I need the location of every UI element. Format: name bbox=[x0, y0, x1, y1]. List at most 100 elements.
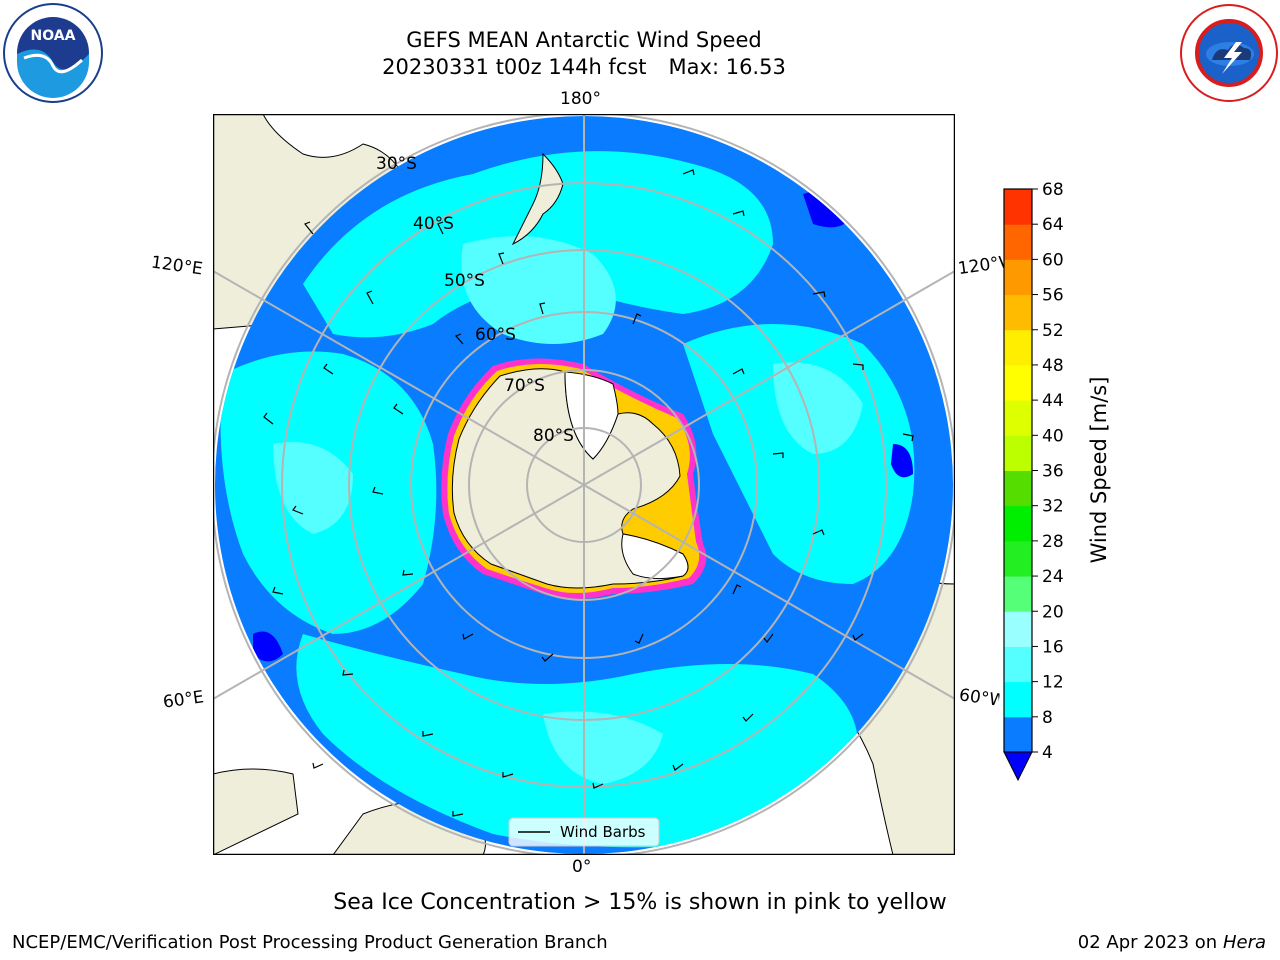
colorbar-tick-label: 64 bbox=[1042, 215, 1064, 235]
wind-barbs bbox=[263, 169, 914, 817]
footer-date-text: 02 Apr 2023 on bbox=[1077, 932, 1223, 953]
wind-barb bbox=[366, 290, 374, 305]
wind-barb bbox=[592, 782, 604, 789]
colorbar-segment bbox=[1004, 681, 1032, 718]
wind-barb bbox=[852, 633, 864, 641]
colorbar-tick-label: 8 bbox=[1042, 708, 1053, 728]
lat-label-40s: 40°S bbox=[413, 214, 454, 234]
wind-barb bbox=[732, 584, 742, 595]
land-africa bbox=[213, 768, 299, 855]
colorbar-segment bbox=[1004, 716, 1032, 753]
colorbar-tick-label: 68 bbox=[1042, 180, 1064, 200]
wind-barb bbox=[902, 433, 914, 442]
colorbar-segment bbox=[1004, 294, 1032, 331]
colorbar-tick-label: 16 bbox=[1042, 637, 1064, 657]
colorbar-tick-label: 36 bbox=[1042, 462, 1064, 482]
wind-barb bbox=[323, 363, 334, 375]
lat-label-80s: 80°S bbox=[533, 426, 574, 446]
colorbar-label: Wind Speed [m/s] bbox=[1087, 377, 1111, 564]
nws-logo-icon bbox=[1180, 4, 1278, 102]
footer-date: 02 Apr 2023 on Hera bbox=[1078, 932, 1266, 953]
footer-credit: NCEP/EMC/Verification Post Processing Pr… bbox=[12, 932, 608, 953]
svg-text:NOAA: NOAA bbox=[31, 28, 76, 44]
graticule bbox=[213, 114, 955, 855]
wind-barb bbox=[732, 368, 745, 375]
map-subtitle: 20230331 t00z 144h fcst Max: 16.53 bbox=[284, 54, 884, 80]
wind-barb bbox=[852, 363, 864, 370]
wind-barb bbox=[742, 713, 754, 722]
wind-barb bbox=[772, 452, 784, 458]
colorbar-tick-label: 32 bbox=[1042, 497, 1064, 517]
wind-barb bbox=[452, 811, 464, 817]
wind-barb bbox=[437, 221, 444, 235]
colorbar-tick-label: 48 bbox=[1042, 356, 1064, 376]
wind-barb bbox=[498, 252, 505, 265]
wind-barb bbox=[541, 653, 554, 662]
wind-barb bbox=[672, 763, 684, 771]
colorbar-tick-label: 4 bbox=[1042, 743, 1053, 763]
wind-region-core-3 bbox=[273, 442, 353, 534]
colorbar-extend-triangle bbox=[1003, 751, 1033, 782]
wind-region-core-2 bbox=[773, 362, 863, 454]
wind-barb bbox=[812, 291, 826, 298]
wind-barb bbox=[502, 772, 514, 778]
colorbar-segment bbox=[1004, 470, 1032, 507]
wind-barb bbox=[402, 569, 414, 576]
footer-host: Hera bbox=[1222, 932, 1266, 953]
wind-barb bbox=[304, 221, 314, 235]
legend: Wind Barbs bbox=[508, 817, 660, 847]
colorbar-tick-label: 12 bbox=[1042, 673, 1064, 693]
wind-barb bbox=[632, 313, 642, 325]
lat-label-70s: 70°S bbox=[504, 376, 545, 396]
colorbar-segment bbox=[1004, 435, 1032, 471]
wind-barb bbox=[292, 505, 304, 515]
wind-barb bbox=[263, 412, 274, 425]
noaa-logo-icon: NOAA bbox=[3, 3, 103, 103]
wind-barb bbox=[682, 169, 695, 176]
wind-barb bbox=[312, 762, 324, 769]
colorbar-segment bbox=[1004, 329, 1032, 366]
colorbar-tick-label: 24 bbox=[1042, 567, 1064, 587]
ross-ice-shelf bbox=[564, 371, 619, 460]
wind-region-strong-3 bbox=[891, 444, 913, 478]
colorbar-tick-label: 52 bbox=[1042, 321, 1064, 341]
land-new-zealand bbox=[511, 152, 564, 246]
wind-barb bbox=[454, 333, 464, 345]
colorbar-tick-label: 40 bbox=[1042, 426, 1064, 446]
colorbar-tick-label: 28 bbox=[1042, 532, 1064, 552]
wind-barb bbox=[342, 669, 354, 676]
wind-barb bbox=[272, 586, 284, 595]
wind-barb bbox=[372, 486, 384, 495]
polar-map: 30°S 40°S 50°S 60°S 70°S 80°S Wind Barbs bbox=[213, 114, 955, 855]
lat-label-30s: 30°S bbox=[376, 154, 417, 174]
map-title: GEFS MEAN Antarctic Wind Speed bbox=[406, 28, 762, 52]
legend-label: Wind Barbs bbox=[560, 823, 646, 841]
max-value: Max: 16.53 bbox=[668, 55, 786, 79]
lat-label-60s: 60°S bbox=[475, 325, 516, 345]
wind-barb bbox=[393, 403, 404, 415]
wind-region-strong-2 bbox=[253, 631, 283, 662]
colorbar-segment bbox=[1004, 611, 1032, 647]
colorbar-tick-label: 56 bbox=[1042, 286, 1064, 306]
colorbar-segment bbox=[1004, 224, 1032, 260]
colorbar-segment bbox=[1004, 540, 1032, 577]
colorbar-tick-label: 44 bbox=[1042, 391, 1064, 411]
colorbar-segment bbox=[1004, 646, 1032, 683]
wind-region-core-4 bbox=[543, 711, 663, 784]
colorbar-tick-label: 60 bbox=[1042, 250, 1064, 270]
wind-region-east bbox=[683, 324, 915, 584]
lon-label-120e: 120°E bbox=[149, 252, 204, 280]
colorbar-segment bbox=[1004, 189, 1032, 225]
lon-label-60e: 60°E bbox=[161, 687, 206, 713]
wind-region-core-1 bbox=[461, 236, 616, 344]
wind-barb bbox=[539, 302, 546, 315]
weddell-ice-shelf bbox=[621, 533, 689, 580]
forecast-run: 20230331 t00z 144h fcst bbox=[382, 55, 647, 79]
colorbar-segment bbox=[1004, 400, 1032, 436]
colorbar-tick-label: 20 bbox=[1042, 602, 1064, 622]
lon-label-0: 0° bbox=[572, 857, 592, 877]
wind-barb bbox=[732, 210, 745, 217]
wind-barb bbox=[812, 529, 825, 536]
wind-barb bbox=[462, 633, 474, 640]
colorbar-segment bbox=[1004, 259, 1032, 296]
